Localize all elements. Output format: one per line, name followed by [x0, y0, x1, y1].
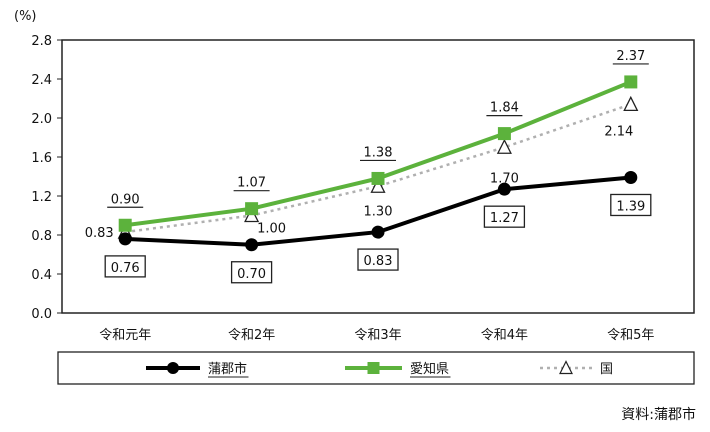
data-label-box	[104, 255, 146, 278]
data-label-box	[483, 205, 526, 228]
y-tick-label: 0.4	[31, 268, 52, 283]
data-label: 2.37	[616, 49, 645, 64]
x-tick-label: 令和4年	[481, 328, 528, 343]
legend-marker	[167, 362, 179, 374]
legend-marker	[367, 362, 380, 374]
data-point	[118, 232, 132, 246]
data-point	[624, 170, 638, 184]
data-point	[118, 218, 132, 232]
data-point	[497, 127, 511, 141]
data-label-box	[230, 261, 273, 284]
plot-frame	[61, 39, 695, 314]
data-label: 2.14	[604, 124, 633, 139]
data-point	[496, 138, 512, 154]
data-label-box	[610, 193, 652, 217]
x-tick-label: 令和3年	[354, 328, 401, 343]
data-point	[245, 238, 259, 252]
series-line	[125, 103, 632, 234]
data-label: 0.76	[111, 261, 140, 276]
data-label: 0.83	[364, 254, 393, 269]
legend-label: 国	[600, 362, 613, 377]
data-label: 1.70	[490, 171, 519, 186]
data-label-box	[357, 248, 399, 271]
data-label: 1.27	[490, 211, 519, 226]
data-point	[245, 202, 259, 216]
legend-label: 蒲郡市	[208, 361, 247, 377]
data-label: 1.00	[257, 222, 286, 237]
data-label: 1.84	[490, 101, 519, 116]
data-label: 1.39	[616, 199, 645, 214]
x-tick-label: 令和2年	[228, 328, 275, 343]
legend-label: 愛知県	[410, 361, 449, 377]
data-label: 1.38	[364, 145, 393, 160]
y-unit-label: (%)	[14, 9, 37, 24]
data-label: 0.90	[111, 192, 140, 207]
y-tick-label: 0.0	[31, 307, 52, 322]
y-tick-label: 1.2	[31, 190, 52, 205]
data-point	[497, 182, 511, 196]
y-tick-label: 2.0	[31, 112, 52, 127]
data-point	[623, 95, 639, 111]
y-tick-label: 2.8	[31, 34, 52, 49]
data-label: 0.83	[85, 226, 114, 241]
legend: 蒲郡市 愛知県 国	[57, 351, 695, 385]
data-label: 0.70	[237, 267, 266, 282]
y-tick-label: 2.4	[31, 73, 52, 88]
data-point	[624, 75, 638, 89]
x-tick-label: 令和5年	[607, 328, 654, 343]
source-note: 資料:蒲郡市	[621, 407, 696, 423]
data-label: 1.30	[364, 204, 393, 219]
x-tick-label: 令和元年	[99, 328, 151, 343]
data-point	[371, 171, 385, 185]
data-label: 1.07	[237, 176, 266, 191]
data-point	[371, 225, 385, 239]
legend-marker	[559, 360, 573, 375]
y-tick-label: 1.6	[31, 151, 52, 166]
data-point	[370, 177, 386, 193]
y-tick-label: 0.8	[31, 229, 52, 244]
